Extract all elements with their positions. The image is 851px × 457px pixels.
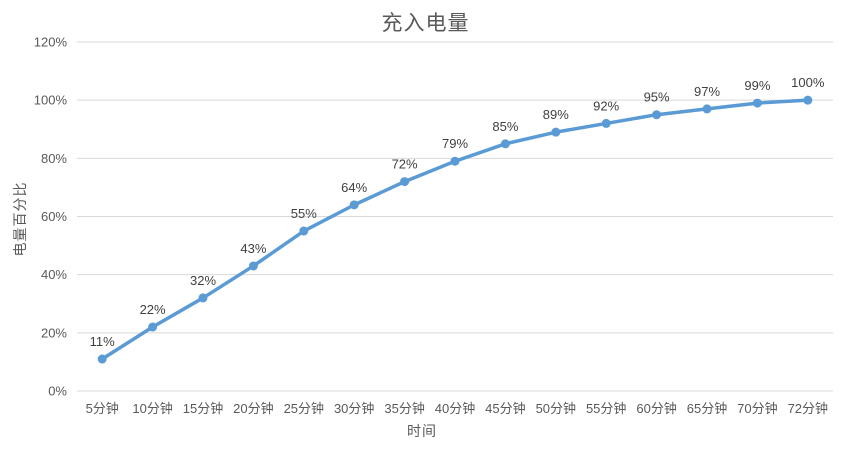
y-tick-label: 20% [41,325,67,340]
data-point-label: 100% [791,75,825,90]
x-tick-label: 50分钟 [536,401,576,416]
data-point-label: 89% [543,107,569,122]
data-point-label: 97% [694,84,720,99]
data-point-marker [702,104,712,114]
data-point-marker [601,118,611,128]
data-point-label: 43% [240,241,266,256]
data-point-label: 85% [492,119,518,134]
data-point-label: 79% [442,136,468,151]
x-tick-label: 25分钟 [284,401,324,416]
x-tick-label: 72分钟 [788,401,828,416]
chart-title: 充入电量 [381,12,470,35]
x-tick-label: 65分钟 [687,401,727,416]
data-point-label: 22% [140,302,166,317]
y-tick-label: 0% [48,384,67,399]
y-tick-label: 40% [41,267,67,282]
data-point-label: 72% [392,157,418,172]
x-tick-label: 20分钟 [233,401,273,416]
data-point-marker [450,156,460,166]
data-point-marker [198,293,208,303]
x-tick-label: 60分钟 [636,401,676,416]
x-tick-label: 45分钟 [485,401,525,416]
x-tick-label: 30分钟 [334,401,374,416]
x-tick-label: 40分钟 [435,401,475,416]
y-axis-title: 电量百分比 [12,181,28,257]
data-point-marker [803,95,813,105]
data-point-marker [248,261,258,271]
data-point-label: 95% [644,90,670,105]
x-axis-title: 时间 [407,423,437,439]
x-tick-label: 10分钟 [132,401,172,416]
x-tick-label: 35分钟 [384,401,424,416]
y-tick-label: 80% [41,151,67,166]
data-point-marker [652,110,662,120]
data-point-label: 64% [341,180,367,195]
data-point-marker [349,200,359,210]
data-point-label: 99% [744,78,770,93]
data-point-marker [299,226,309,236]
data-point-marker [500,139,510,149]
x-tick-label: 70分钟 [737,401,777,416]
data-point-marker [551,127,561,137]
data-point-marker [752,98,762,108]
x-tick-label: 5分钟 [86,401,119,416]
data-point-label: 11% [90,334,115,349]
y-tick-label: 120% [34,35,68,50]
y-tick-label: 60% [41,209,67,224]
data-point-label: 55% [291,206,317,221]
data-point-marker [97,354,107,364]
data-point-marker [148,322,158,332]
x-tick-label: 55分钟 [586,401,626,416]
data-point-label: 32% [190,273,216,288]
data-point-label: 92% [593,98,619,113]
y-tick-label: 100% [34,93,68,108]
x-tick-label: 15分钟 [183,401,223,416]
data-point-marker [400,177,410,187]
